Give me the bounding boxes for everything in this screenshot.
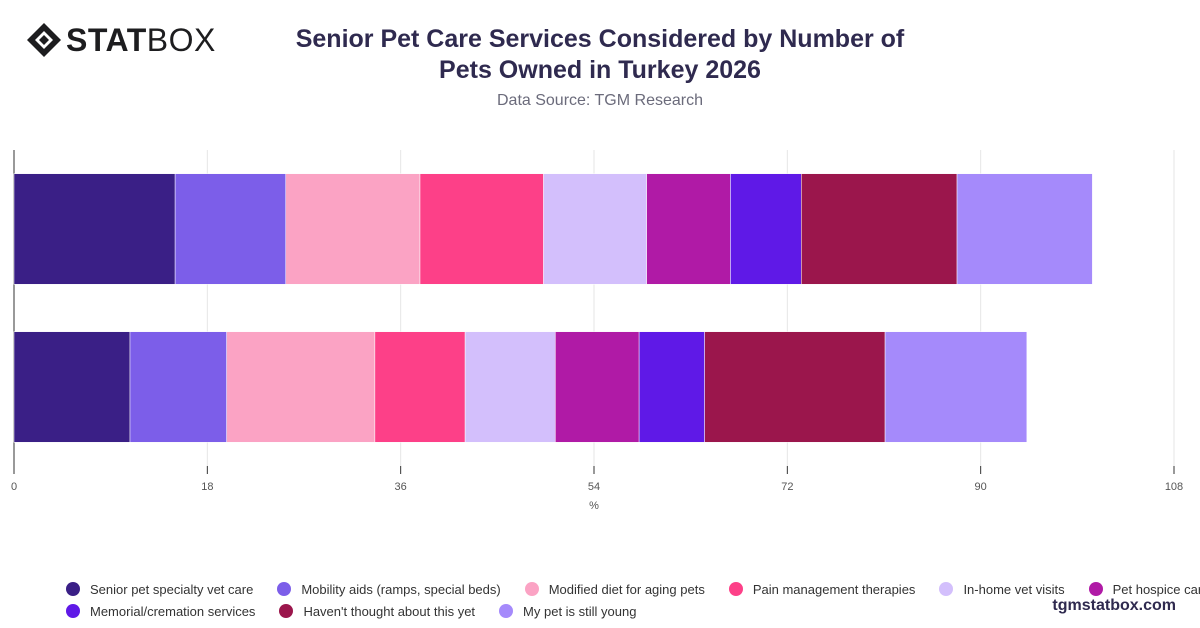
logo-wordmark: STATBOX (66, 22, 216, 58)
legend-label: Pain management therapies (752, 581, 916, 597)
legend-swatch (728, 582, 743, 596)
x-tick-label: 36 (395, 481, 407, 493)
bar-segment-row1-series2[interactable] (174, 173, 286, 285)
x-tick-label: 54 (588, 481, 600, 493)
statbox-diamond-icon (27, 23, 61, 57)
bar-segment-row1-series6[interactable] (646, 173, 731, 285)
legend-swatch (66, 582, 80, 596)
legend-item[interactable]: Pain management therapies (723, 581, 916, 597)
legend-row-1: Senior pet specialty vet care Mobility ai… (60, 578, 1200, 600)
legend-swatch (277, 582, 292, 596)
bar-segment-row2-series3[interactable] (226, 331, 376, 443)
bar-segment-row2-series7[interactable] (638, 331, 705, 443)
legend-item[interactable]: Pet hospice care (1083, 582, 1200, 597)
bar-segments (13, 173, 1093, 443)
x-axis: 0 18 36 54 72 90 108% (11, 466, 1183, 512)
legend-swatch (66, 604, 80, 618)
legend-label: Mobility aids (ramps, special beds) (301, 581, 501, 597)
x-tick-label: 0 (11, 481, 17, 493)
legend-label: Memorial/cremation services (90, 603, 256, 619)
legend-swatch (1088, 582, 1103, 596)
bar-segment-row1-series7[interactable] (730, 173, 802, 285)
legend-item[interactable]: My pet is still young (493, 604, 636, 619)
bar-segment-row2-series1[interactable] (13, 331, 131, 443)
chart-title-line-2: Pets Owned in Turkey 2026 (439, 56, 761, 84)
bar-segment-row1-series1[interactable] (13, 173, 176, 285)
legend-label: Senior pet specialty vet care (90, 581, 254, 597)
legend-swatch (524, 582, 539, 596)
bar-segment-row2-series8[interactable] (704, 331, 886, 443)
legend-item[interactable]: Senior pet specialty vet care (60, 582, 253, 597)
legend-swatch (499, 604, 514, 618)
legend-row-2: Memorial/cremation services Haven't thoug… (60, 600, 1160, 622)
x-tick-label: 18 (201, 481, 213, 493)
chart-title-line-1: Senior Pet Care Services Considered by N… (295, 25, 905, 53)
watermark: tgmstatbox.com (1052, 597, 1176, 614)
legend-label: Modified diet for aging pets (548, 581, 705, 597)
chart-legend: Senior pet specialty vet care Mobility ai… (60, 578, 1200, 622)
bar-segment-row2-series6[interactable] (555, 331, 640, 443)
bar-segment-row2-series9[interactable] (884, 331, 1028, 443)
chart-subtitle: Data Source: TGM Research (496, 92, 703, 109)
bar-segment-row1-series5[interactable] (543, 173, 647, 285)
x-tick-label: 108 (1165, 481, 1183, 493)
legend-item[interactable]: Modified diet for aging pets (519, 582, 705, 597)
x-tick-label: 90 (975, 481, 987, 493)
legend-swatch (939, 582, 954, 596)
bar-segment-row1-series4[interactable] (419, 173, 544, 285)
logo-bold-text: STAT (66, 22, 147, 58)
bar-segment-row2-series2[interactable] (129, 331, 227, 443)
legend-label: Pet hospice care (1112, 581, 1200, 597)
x-axis-label: % (589, 500, 599, 512)
logo-light-text: BOX (146, 22, 216, 58)
chart-title: Senior Pet Care Services Considered by N… (250, 24, 950, 86)
legend-item[interactable]: Memorial/cremation services (60, 604, 255, 619)
bar-segment-row1-series3[interactable] (285, 173, 421, 285)
bar-segment-row2-series5[interactable] (464, 331, 556, 443)
x-tick-label: 72 (781, 481, 793, 493)
legend-label: My pet is still young (523, 603, 637, 619)
legend-item[interactable]: Haven't thought about this yet (273, 604, 475, 619)
legend-label: Haven't thought about this yet (303, 603, 476, 619)
legend-swatch (279, 604, 294, 618)
statbox-logo: STATBOX (26, 22, 216, 58)
legend-item[interactable]: Mobility aids (ramps, special beds) (271, 581, 501, 597)
legend-label: In-home vet visits (963, 581, 1065, 597)
stacked-bar-chart: 0 18 36 54 72 90 108% (11, 150, 1183, 512)
bar-segment-row1-series9[interactable] (956, 173, 1093, 285)
bar-segment-row1-series8[interactable] (801, 173, 958, 285)
bar-segment-row2-series4[interactable] (374, 331, 466, 443)
legend-item[interactable]: In-home vet visits (933, 581, 1065, 597)
